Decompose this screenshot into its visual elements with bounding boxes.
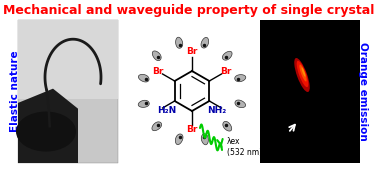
Polygon shape [176, 37, 183, 48]
Polygon shape [18, 89, 78, 163]
Polygon shape [201, 134, 208, 145]
Polygon shape [138, 100, 149, 107]
Bar [18, 20, 118, 99]
Text: Br: Br [220, 67, 231, 76]
Text: H₂N: H₂N [157, 106, 177, 115]
Bar [18, 20, 118, 163]
Text: NH₂: NH₂ [208, 106, 227, 115]
Ellipse shape [299, 64, 307, 81]
Ellipse shape [16, 111, 76, 151]
Polygon shape [223, 121, 232, 131]
Polygon shape [152, 51, 161, 61]
Text: Br: Br [186, 47, 198, 56]
Polygon shape [235, 100, 246, 108]
Ellipse shape [297, 61, 308, 87]
Polygon shape [152, 122, 162, 131]
Polygon shape [175, 134, 183, 145]
Polygon shape [235, 75, 246, 82]
Polygon shape [138, 74, 149, 82]
Bar [260, 20, 360, 163]
Text: Mechanical and waveguide property of single crystal: Mechanical and waveguide property of sin… [3, 4, 375, 17]
Ellipse shape [294, 58, 310, 92]
Text: Elastic nature: Elastic nature [10, 51, 20, 132]
Ellipse shape [302, 67, 305, 77]
Text: λex
(532 nm): λex (532 nm) [227, 137, 262, 157]
Text: Orange emission: Orange emission [358, 42, 368, 141]
Text: Br: Br [186, 125, 198, 134]
Polygon shape [222, 51, 232, 60]
Polygon shape [201, 37, 209, 48]
Text: Br: Br [153, 67, 164, 76]
